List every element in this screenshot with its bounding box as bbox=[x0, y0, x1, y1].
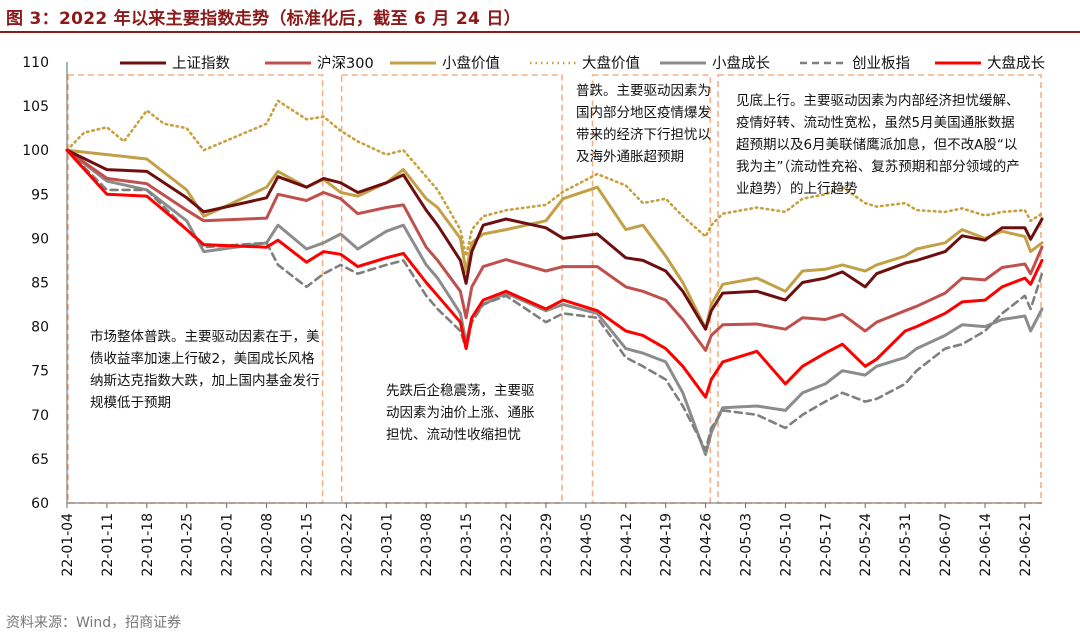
x-tick-label: 22-05-24 bbox=[858, 513, 874, 577]
series-line-6 bbox=[65, 148, 1044, 452]
series-line-7 bbox=[65, 148, 1044, 399]
series-lines bbox=[65, 99, 1044, 456]
period-box-1 bbox=[67, 74, 324, 504]
chart-title: 图 3：2022 年以来主要指数走势（标准化后，截至 6 月 24 日） bbox=[6, 9, 521, 29]
annotation-period-1: 市场整体普跌。主要驱动因素在于，美债收益率加速上行破2，美国成长风格纳斯达克指数… bbox=[90, 329, 320, 411]
annotation-period-4: 见底上行。主要驱动因素为内部经济担忧缓解、疫情好转、流动性宽松，虽然5月美国通胀… bbox=[736, 93, 1020, 197]
x-tick-label: 22-01-11 bbox=[100, 513, 116, 577]
x-tick-label: 22-04-26 bbox=[699, 513, 715, 577]
y-tick-label: 110 bbox=[22, 55, 49, 71]
x-tick-label: 22-05-03 bbox=[739, 513, 755, 577]
y-tick-label: 105 bbox=[22, 99, 49, 115]
x-tick-label: 22-03-15 bbox=[459, 513, 475, 577]
legend-label-1: 上证指数 bbox=[172, 55, 230, 72]
y-tick-label: 85 bbox=[31, 276, 49, 292]
x-tick-label: 22-06-21 bbox=[1018, 513, 1034, 577]
x-tick-label: 22-03-29 bbox=[539, 513, 555, 577]
title-rule bbox=[0, 31, 1080, 33]
x-tick-label: 22-03-08 bbox=[419, 513, 435, 577]
source-note: 资料来源：Wind，招商证券 bbox=[6, 615, 182, 631]
y-tick-label: 65 bbox=[31, 452, 49, 468]
y-tick-label: 100 bbox=[22, 143, 49, 159]
legend-label-6: 创业板指 bbox=[852, 54, 910, 72]
x-tick-label: 22-05-31 bbox=[898, 513, 914, 577]
x-tick-label: 22-03-22 bbox=[499, 513, 515, 577]
x-tick-label: 22-04-05 bbox=[579, 513, 595, 577]
series-line-1 bbox=[65, 148, 1044, 331]
x-tick-label: 22-05-17 bbox=[818, 513, 834, 577]
x-tick-label: 22-02-08 bbox=[260, 513, 276, 577]
legend-label-3: 小盘价值 bbox=[442, 54, 500, 72]
x-tick-label: 22-05-10 bbox=[778, 513, 794, 577]
legend-label-7: 大盘成长 bbox=[987, 54, 1045, 72]
legend-label-5: 小盘成长 bbox=[712, 54, 770, 72]
x-tick-label: 22-04-12 bbox=[619, 513, 635, 577]
x-tick-label: 22-03-01 bbox=[379, 513, 395, 577]
x-tick-label: 22-01-18 bbox=[140, 513, 156, 577]
x-tick-label: 22-02-15 bbox=[299, 513, 315, 577]
y-tick-label: 80 bbox=[31, 320, 49, 336]
y-tick-label: 90 bbox=[31, 231, 49, 247]
x-tick-label: 22-06-14 bbox=[978, 513, 994, 577]
x-tick-label: 22-02-01 bbox=[220, 513, 236, 577]
period-box-2 bbox=[340, 74, 563, 504]
annotation-period-2: 先跌后企稳震荡，主要驱动因素为油价上涨、通胀担忧、流动性收缩担忧 bbox=[386, 383, 535, 443]
axes: 60 65 70 75 80 85 90 95 100 105 110 22-01-04 22-01-1… bbox=[22, 55, 1042, 577]
y-tick-label: 75 bbox=[31, 364, 49, 380]
series-line-2 bbox=[65, 148, 1044, 352]
x-tick-label: 22-02-22 bbox=[339, 513, 355, 577]
legend: 上证指数 沪深300 小盘价值 大盘价值 小盘成长 创业板指 大盘成长 bbox=[120, 54, 1045, 72]
legend-label-4: 大盘价值 bbox=[582, 54, 640, 72]
series-line-5 bbox=[65, 148, 1044, 456]
x-tick-label: 22-01-25 bbox=[180, 513, 196, 577]
series-line-4 bbox=[65, 99, 1044, 258]
x-tick-label: 22-04-19 bbox=[659, 513, 675, 577]
y-tick-label: 70 bbox=[31, 408, 49, 424]
x-tick-label: 22-01-04 bbox=[60, 513, 76, 577]
x-tick-label: 22-06-07 bbox=[938, 513, 954, 577]
y-tick-label: 95 bbox=[31, 187, 49, 203]
legend-label-2: 沪深300 bbox=[317, 55, 374, 72]
y-tick-label: 60 bbox=[31, 496, 49, 512]
annotation-period-3: 普跌。主要驱动因素为国内部分地区疫情爆发带来的经济下行担忧以及海外通胀超预期 bbox=[576, 83, 711, 165]
